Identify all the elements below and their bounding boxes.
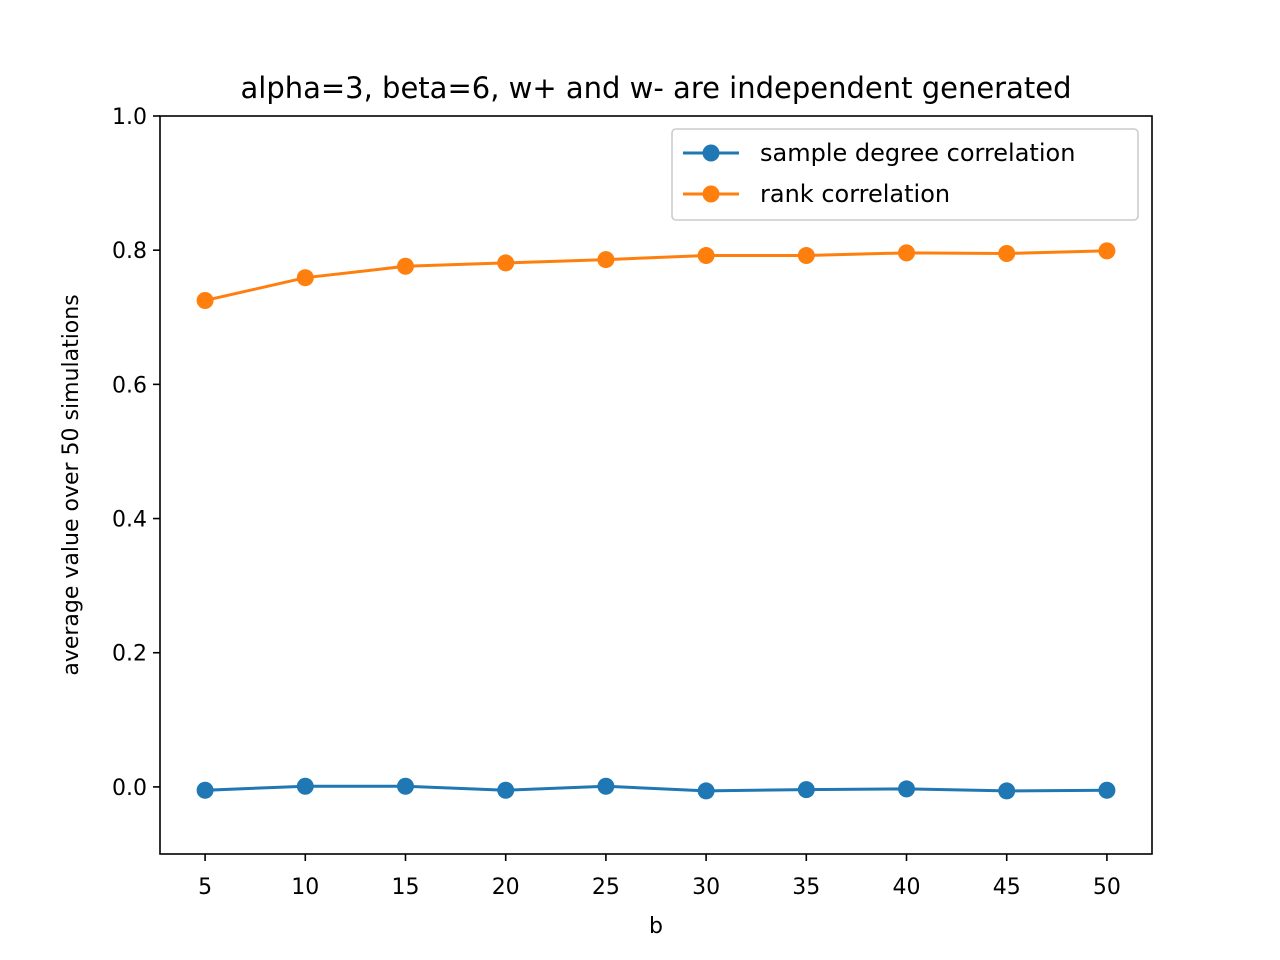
series-line-sample-degree-correlation xyxy=(203,784,1109,793)
data-point-rank-correlation xyxy=(396,257,414,275)
x-tick-label: 15 xyxy=(391,875,419,900)
data-point-rank-correlation xyxy=(797,247,815,265)
series-line-rank-correlation xyxy=(203,249,1109,303)
x-tick-label: 5 xyxy=(198,875,212,900)
x-tick-label: 45 xyxy=(993,875,1021,900)
data-point-sample-degree-correlation xyxy=(196,781,214,799)
data-point-rank-correlation xyxy=(597,251,615,269)
data-point-rank-correlation xyxy=(196,292,214,309)
plot-lines xyxy=(203,249,1109,793)
data-point-sample-degree-correlation xyxy=(898,780,916,798)
data-point-sample-degree-correlation xyxy=(396,777,414,795)
x-tick-label: 30 xyxy=(692,875,720,900)
y-axis: 0.0 0.2 0.4 0.6 0.8 1.0 xyxy=(112,105,160,801)
x-tick-label: 10 xyxy=(291,875,319,900)
legend-marker-sample-degree-correlation xyxy=(702,144,720,162)
data-point-sample-degree-correlation xyxy=(296,777,314,795)
data-point-rank-correlation xyxy=(898,244,916,262)
x-tick-label: 50 xyxy=(1093,875,1121,900)
chart-title: alpha=3, beta=6, w+ and w- are independe… xyxy=(240,71,1071,105)
data-point-rank-correlation xyxy=(1098,242,1116,260)
y-tick-label: 0.0 xyxy=(112,776,147,801)
y-tick-label: 0.8 xyxy=(112,239,147,264)
x-tick-label: 20 xyxy=(492,875,520,900)
legend-label-rank-correlation: rank correlation xyxy=(760,180,950,208)
y-tick-label: 1.0 xyxy=(112,105,147,130)
y-axis-label: average value over 50 simulations xyxy=(59,294,84,675)
x-axis: 5 10 15 20 25 30 35 40 45 50 xyxy=(198,854,1121,900)
data-point-rank-correlation xyxy=(697,247,715,265)
legend-frame xyxy=(671,128,1139,221)
y-tick-label: 0.2 xyxy=(112,642,147,667)
y-tick-label: 0.6 xyxy=(112,373,147,398)
y-tick-label: 0.4 xyxy=(112,508,147,533)
data-point-rank-correlation xyxy=(998,245,1016,263)
x-tick-label: 35 xyxy=(792,875,820,900)
legend: sample degree correlation rank correlatio… xyxy=(671,128,1139,221)
data-point-sample-degree-correlation xyxy=(697,782,715,800)
plot-markers xyxy=(196,242,1116,800)
plot-area-frame xyxy=(159,115,1153,855)
x-axis-label: b xyxy=(649,914,663,939)
data-point-rank-correlation xyxy=(497,254,515,272)
data-point-sample-degree-correlation xyxy=(1098,781,1116,799)
data-point-sample-degree-correlation xyxy=(998,782,1016,800)
data-point-sample-degree-correlation xyxy=(797,781,815,799)
x-tick-label: 25 xyxy=(592,875,620,900)
data-point-rank-correlation xyxy=(296,269,314,287)
x-tick-label: 40 xyxy=(893,875,921,900)
legend-marker-rank-correlation xyxy=(702,185,720,203)
legend-label-sample-degree-correlation: sample degree correlation xyxy=(760,139,1075,167)
data-point-sample-degree-correlation xyxy=(497,781,515,799)
data-point-sample-degree-correlation xyxy=(597,777,615,795)
